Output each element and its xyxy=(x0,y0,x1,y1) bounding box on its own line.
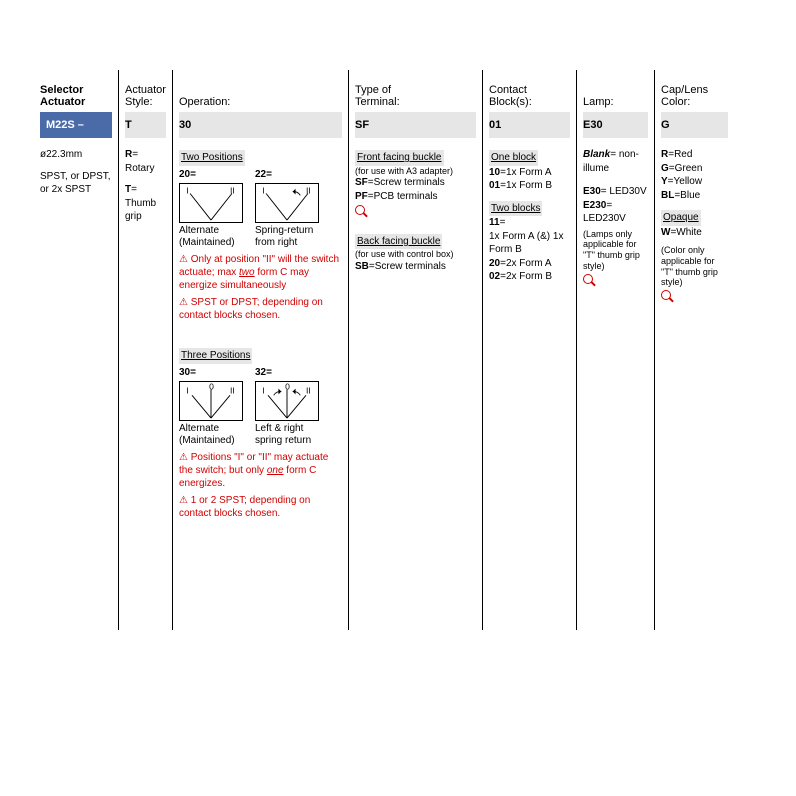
value-lamp: E30 xyxy=(583,112,648,138)
diagram-22: I II xyxy=(255,183,319,223)
selector-table: Selector Actuator M22S – ø22.3mm SPST, o… xyxy=(40,70,766,630)
svg-text:II: II xyxy=(230,385,235,395)
opaque-title: Opaque xyxy=(661,210,701,226)
col-lamp: Lamp: E30 Blank= non-illume E30= LED30V … xyxy=(576,70,654,630)
back-buckle-title: Back facing buckle xyxy=(355,234,442,250)
svg-text:II: II xyxy=(306,385,311,395)
col-blocks: Contact Block(s): 01 One block 10=1x For… xyxy=(482,70,576,630)
header-operation: Operation: xyxy=(179,70,342,112)
header-actuator: Actuator Style: xyxy=(125,70,166,112)
svg-text:I: I xyxy=(186,385,188,395)
col-terminal: Type of Terminal: SF Front facing buckle… xyxy=(348,70,482,630)
warning-icon: ⚠ xyxy=(179,254,188,265)
three-positions-title: Three Positions xyxy=(179,348,252,364)
value-actuator: T xyxy=(125,112,166,138)
diagram-20: I II xyxy=(179,183,243,223)
one-block-title: One block xyxy=(489,150,538,166)
value-terminal: SF xyxy=(355,112,476,138)
selector-dia: ø22.3mm xyxy=(40,148,112,162)
col-operation: Operation: 30 Two Positions 20= I II Alt… xyxy=(172,70,348,630)
two-blocks-title: Two blocks xyxy=(489,201,542,217)
col-color: Cap/Lens Color: G R=Red G=Green Y=Yellow… xyxy=(654,70,734,630)
magnify-icon[interactable] xyxy=(661,290,673,302)
warn-three-a: ⚠ Positions "I" or "II" may actuate the … xyxy=(179,451,342,490)
header-terminal: Type of Terminal: xyxy=(355,70,476,112)
svg-text:I: I xyxy=(186,186,188,196)
header-selector: Selector Actuator xyxy=(40,70,112,112)
svg-text:I: I xyxy=(262,186,264,196)
magnify-icon[interactable] xyxy=(355,205,367,217)
svg-text:II: II xyxy=(230,186,235,196)
two-positions-title: Two Positions xyxy=(179,150,245,166)
warn-two-b: ⚠ SPST or DPST; depending on contact blo… xyxy=(179,296,342,322)
svg-text:I: I xyxy=(262,385,264,395)
value-operation: 30 xyxy=(179,112,342,138)
front-buckle-title: Front facing buckle xyxy=(355,150,444,166)
warning-icon: ⚠ xyxy=(179,452,188,463)
header-color: Cap/Lens Color: xyxy=(661,70,728,112)
svg-text:II: II xyxy=(306,186,311,196)
selector-desc: SPST, or DPST, or 2x SPST xyxy=(40,170,112,197)
diagram-30: I 0 II xyxy=(179,381,243,421)
warning-icon: ⚠ xyxy=(179,495,188,506)
warn-two-a: ⚠ Only at position "II" will the switch … xyxy=(179,253,342,292)
magnify-icon[interactable] xyxy=(583,274,595,286)
warn-three-b: ⚠ 1 or 2 SPST; depending on contact bloc… xyxy=(179,494,342,520)
col-actuator: Actuator Style: T R= Rotary T= Thumb gri… xyxy=(118,70,172,630)
value-blocks: 01 xyxy=(489,112,570,138)
header-lamp: Lamp: xyxy=(583,70,648,112)
col-selector: Selector Actuator M22S – ø22.3mm SPST, o… xyxy=(40,70,118,630)
svg-text:0: 0 xyxy=(285,382,290,392)
diagram-32: I 0 II xyxy=(255,381,319,421)
value-selector: M22S – xyxy=(40,112,112,138)
svg-text:0: 0 xyxy=(209,382,214,392)
header-blocks: Contact Block(s): xyxy=(489,70,570,112)
warning-icon: ⚠ xyxy=(179,297,188,308)
value-color: G xyxy=(661,112,728,138)
